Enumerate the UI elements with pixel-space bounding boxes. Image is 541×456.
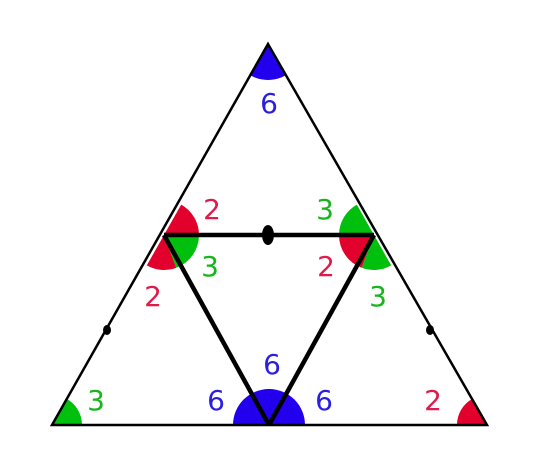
bottom-center-right-label: 6 [315,384,333,417]
bottom-right-angle-sector [457,398,487,425]
left-lower-angle-sector [146,235,177,270]
inner-right-side [267,233,376,427]
right-lower-angle-sector [361,235,392,270]
right-mid-inner-label: 2 [317,250,335,283]
tick-marks [103,225,434,335]
angle-labels: 6 2 3 2 3 2 3 6 6 6 3 2 [87,87,442,417]
left-mid-lower-label: 2 [144,280,162,313]
right-side-tick [426,325,434,335]
left-mid-inner-label: 3 [201,250,219,283]
bottom-center-top-label: 6 [263,348,281,381]
right-mid-lower-label: 3 [369,280,387,313]
top-angle-label: 6 [260,87,278,120]
right-mid-upper-label: 3 [316,193,334,226]
right-upper-angle-sector [339,204,374,235]
bottom-center-angle-sector [233,389,305,425]
bottom-left-corner-label: 3 [87,384,105,417]
left-inner-angle-sector [164,235,200,268]
left-upper-angle-sector [164,204,199,235]
bottom-center-left-label: 6 [207,384,225,417]
midline-tick [262,225,274,245]
right-inner-angle-sector [339,235,374,268]
inner-left-side [162,233,271,427]
left-side-tick [103,325,111,335]
bottom-left-angle-sector [52,398,82,425]
bottom-right-corner-label: 2 [424,384,442,417]
left-mid-upper-label: 2 [203,193,221,226]
